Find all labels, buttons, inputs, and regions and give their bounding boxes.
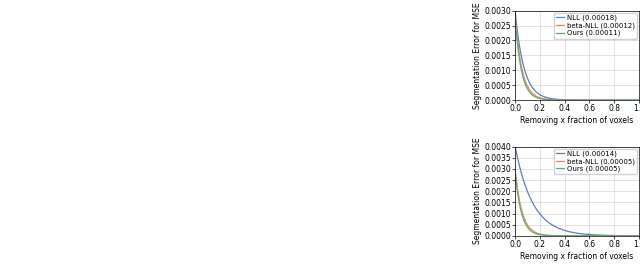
Ours (0.00011)	[632, 98, 639, 102]
Line: Ours (0.00005): Ours (0.00005)	[515, 172, 639, 236]
Line: NLL (0.00014): NLL (0.00014)	[515, 147, 639, 236]
NLL (0.00014)	[511, 145, 519, 148]
Ours (0.00005)	[570, 234, 578, 237]
Ours (0.00005)	[571, 234, 579, 237]
beta-NLL (0.00005)	[578, 234, 586, 237]
NLL (0.00018)	[511, 11, 519, 14]
NLL (0.00018)	[571, 98, 579, 102]
Legend: NLL (0.00018), beta-NLL (0.00012), Ours (0.00011): NLL (0.00018), beta-NLL (0.00012), Ours …	[554, 13, 637, 39]
X-axis label: Removing x fraction of voxels: Removing x fraction of voxels	[520, 252, 634, 261]
Ours (0.00005)	[578, 234, 586, 237]
X-axis label: Removing x fraction of voxels: Removing x fraction of voxels	[520, 116, 634, 125]
NLL (0.00014)	[585, 233, 593, 236]
NLL (0.00018)	[578, 98, 586, 102]
NLL (0.00014)	[570, 231, 578, 234]
NLL (0.00014)	[578, 232, 586, 235]
beta-NLL (0.00012)	[511, 15, 519, 18]
NLL (0.00018)	[635, 98, 640, 102]
beta-NLL (0.00012)	[578, 98, 586, 102]
beta-NLL (0.00012)	[632, 98, 639, 102]
beta-NLL (0.00005)	[612, 234, 620, 237]
Ours (0.00011)	[511, 17, 519, 21]
beta-NLL (0.00012)	[635, 98, 640, 102]
Y-axis label: Segmentation Error for MSE: Segmentation Error for MSE	[472, 138, 481, 244]
Ours (0.00005)	[612, 234, 620, 237]
Ours (0.00011)	[585, 98, 593, 102]
NLL (0.00018)	[570, 98, 578, 102]
Line: beta-NLL (0.00005): beta-NLL (0.00005)	[515, 170, 639, 236]
Ours (0.00011)	[571, 98, 579, 102]
beta-NLL (0.00005)	[570, 234, 578, 237]
NLL (0.00014)	[612, 234, 620, 237]
beta-NLL (0.00012)	[612, 98, 620, 102]
beta-NLL (0.00012)	[571, 98, 579, 102]
beta-NLL (0.00012)	[585, 98, 593, 102]
beta-NLL (0.00005)	[571, 234, 579, 237]
beta-NLL (0.00005)	[585, 234, 593, 237]
Ours (0.00005)	[511, 170, 519, 174]
beta-NLL (0.00012)	[570, 98, 578, 102]
beta-NLL (0.00005)	[635, 234, 640, 237]
NLL (0.00014)	[632, 234, 639, 237]
Ours (0.00005)	[632, 234, 639, 237]
beta-NLL (0.00005)	[632, 234, 639, 237]
NLL (0.00014)	[635, 234, 640, 237]
Line: NLL (0.00018): NLL (0.00018)	[515, 12, 639, 100]
Ours (0.00011)	[635, 98, 640, 102]
Ours (0.00005)	[585, 234, 593, 237]
Ours (0.00011)	[570, 98, 578, 102]
beta-NLL (0.00005)	[511, 168, 519, 172]
Ours (0.00011)	[578, 98, 586, 102]
Line: Ours (0.00011): Ours (0.00011)	[515, 19, 639, 100]
Y-axis label: Segmentation Error for MSE: Segmentation Error for MSE	[472, 2, 481, 109]
NLL (0.00014)	[571, 231, 579, 234]
NLL (0.00018)	[632, 98, 639, 102]
Legend: NLL (0.00014), beta-NLL (0.00005), Ours (0.00005): NLL (0.00014), beta-NLL (0.00005), Ours …	[554, 148, 637, 174]
NLL (0.00018)	[612, 98, 620, 102]
Ours (0.00005)	[635, 234, 640, 237]
NLL (0.00018)	[585, 98, 593, 102]
Ours (0.00011)	[612, 98, 620, 102]
Line: beta-NLL (0.00012): beta-NLL (0.00012)	[515, 17, 639, 100]
